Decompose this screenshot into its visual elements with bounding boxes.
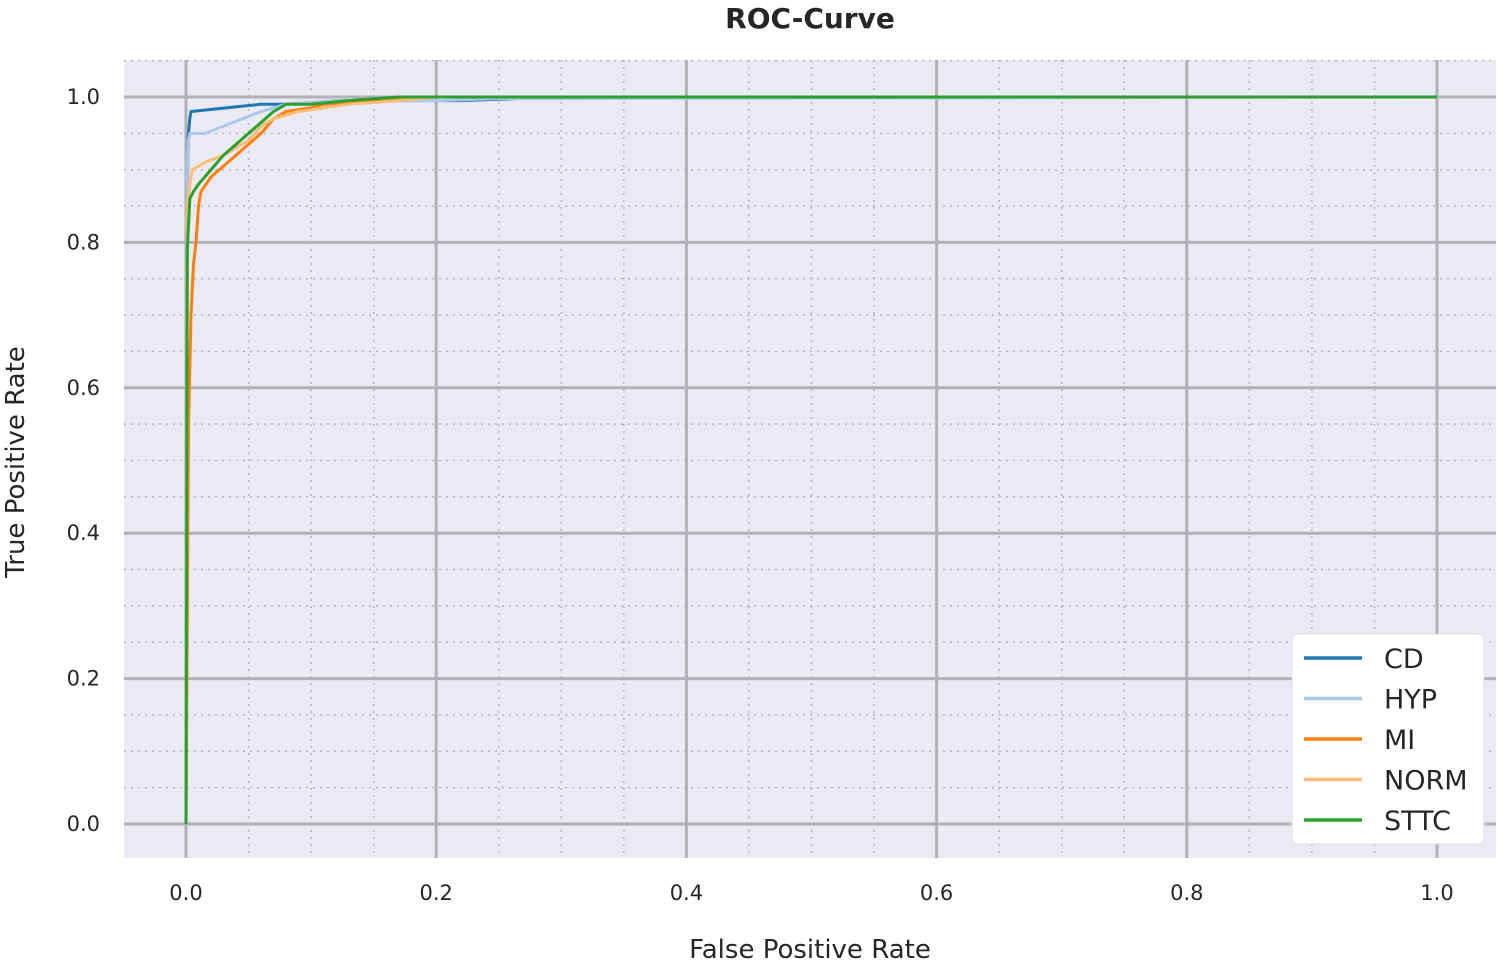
y-tick-label: 0.8 xyxy=(67,230,100,254)
x-tick-label: 0.6 xyxy=(920,881,953,905)
x-tick-label: 0.0 xyxy=(169,881,202,905)
x-tick-label: 0.4 xyxy=(670,881,703,905)
legend-items: CD HYP MI NORM STTC xyxy=(1304,644,1468,837)
series-layer xyxy=(184,95,1438,825)
legend: CD HYP MI NORM STTC xyxy=(1291,633,1485,845)
y-tick-label: 0.6 xyxy=(67,376,100,400)
legend-label-cd: CD xyxy=(1384,644,1424,675)
x-tick-labels: 0.0 0.2 0.4 0.6 0.8 1.0 xyxy=(169,881,1453,905)
legend-label-mi: MI xyxy=(1384,725,1415,756)
y-tick-label: 0.2 xyxy=(67,667,100,691)
legend-label-sttc: STTC xyxy=(1384,806,1451,837)
series-line-sttc xyxy=(184,95,1437,825)
y-tick-label: 1.0 xyxy=(67,85,100,109)
y-tick-labels: 0.0 0.2 0.4 0.6 0.8 1.0 xyxy=(67,85,100,836)
x-tick-label: 1.0 xyxy=(1420,881,1453,905)
y-tick-label: 0.4 xyxy=(67,521,100,545)
legend-box xyxy=(1291,633,1485,845)
x-tick-label: 0.2 xyxy=(419,881,452,905)
series-line-mi xyxy=(184,95,1437,825)
y-axis-title: True Positive Rate xyxy=(1,346,31,579)
x-axis-title: False Positive Rate xyxy=(689,935,931,965)
series-line-norm xyxy=(184,95,1437,825)
chart-title: ROC-Curve xyxy=(725,2,895,35)
legend-label-hyp: HYP xyxy=(1384,685,1437,716)
legend-label-norm: NORM xyxy=(1384,766,1468,797)
plot-area xyxy=(124,60,1496,858)
x-tick-label: 0.8 xyxy=(1170,881,1203,905)
y-tick-label: 0.0 xyxy=(67,812,100,836)
